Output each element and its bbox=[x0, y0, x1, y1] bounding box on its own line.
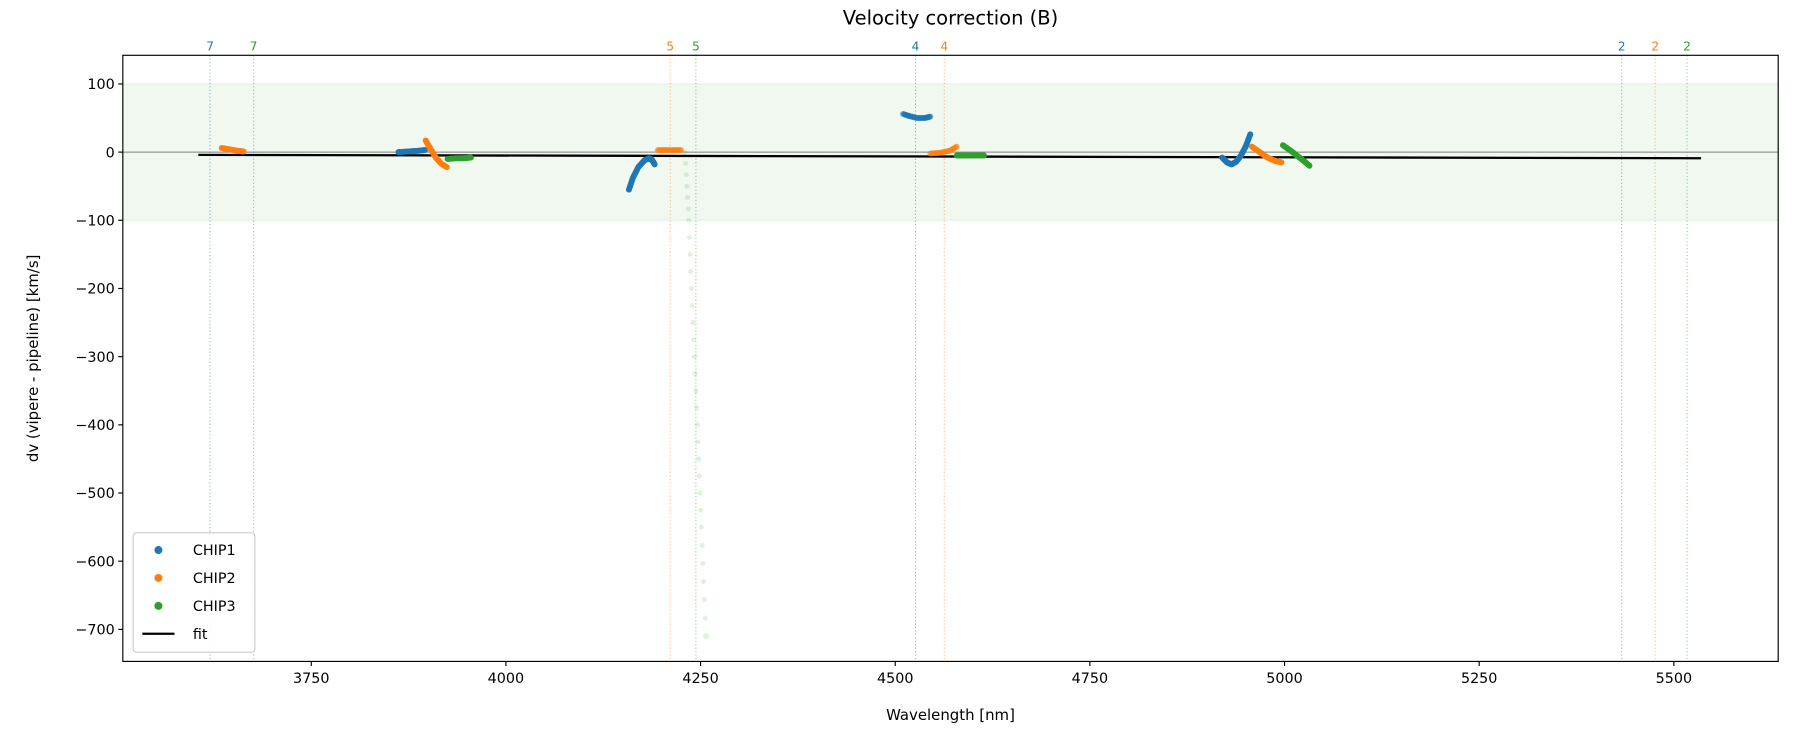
y-tick-label: −200 bbox=[75, 282, 114, 298]
data-point bbox=[981, 152, 987, 159]
legend-label: CHIP2 bbox=[193, 571, 236, 587]
order-marker-label: 4 bbox=[940, 40, 948, 54]
data-point bbox=[443, 164, 450, 171]
order-marker-label: 2 bbox=[1651, 40, 1659, 54]
data-point bbox=[693, 388, 699, 394]
data-point bbox=[696, 456, 702, 462]
data-point bbox=[683, 160, 689, 166]
y-tick-label: 0 bbox=[106, 145, 115, 161]
data-point bbox=[697, 490, 703, 496]
data-point bbox=[1306, 162, 1313, 169]
x-tick-label: 3750 bbox=[293, 671, 329, 687]
data-point bbox=[699, 542, 705, 548]
y-tick-label: −400 bbox=[75, 418, 114, 434]
legend-label: CHIP3 bbox=[193, 599, 236, 615]
data-point bbox=[688, 268, 694, 274]
order-marker-label: 7 bbox=[206, 40, 214, 54]
data-point bbox=[695, 439, 701, 445]
legend-marker-chip3 bbox=[154, 601, 163, 610]
series-chip3 bbox=[444, 142, 1313, 640]
chart-title: Velocity correction (B) bbox=[843, 6, 1058, 29]
data-point bbox=[696, 473, 702, 479]
data-point bbox=[702, 615, 708, 621]
series-chip1 bbox=[395, 110, 1254, 193]
data-point bbox=[687, 234, 693, 240]
data-point bbox=[240, 148, 247, 155]
plot-area bbox=[122, 55, 1779, 662]
legend-label: CHIP1 bbox=[193, 543, 236, 559]
data-point bbox=[682, 149, 688, 155]
data-point bbox=[689, 302, 695, 309]
data-point bbox=[701, 579, 707, 585]
data-point bbox=[685, 206, 691, 212]
y-tick-label: −500 bbox=[75, 486, 114, 502]
x-axis-label: Wavelength [nm] bbox=[886, 706, 1015, 724]
legend: CHIP1 CHIP2 CHIP3 fit bbox=[132, 532, 256, 653]
legend-box bbox=[132, 532, 256, 653]
data-point bbox=[953, 143, 960, 150]
x-tick-label: 4750 bbox=[1072, 671, 1108, 687]
data-point bbox=[690, 320, 696, 326]
order-marker-label: 7 bbox=[250, 40, 258, 54]
order-marker-label: 5 bbox=[692, 40, 700, 54]
x-tick-label: 5500 bbox=[1656, 671, 1692, 687]
data-point bbox=[927, 113, 934, 120]
data-point bbox=[686, 217, 692, 223]
data-point bbox=[651, 161, 658, 168]
y-tick-label: −600 bbox=[75, 554, 114, 570]
order-marker-label: 2 bbox=[1683, 40, 1691, 54]
x-tick-label: 5250 bbox=[1461, 671, 1497, 687]
data-point bbox=[687, 251, 693, 257]
data-point bbox=[694, 405, 700, 411]
fit-line bbox=[198, 153, 1702, 160]
data-point bbox=[698, 524, 704, 530]
data-point bbox=[698, 507, 704, 513]
y-tick-label: 100 bbox=[87, 77, 114, 93]
data-point bbox=[421, 147, 428, 154]
data-point bbox=[692, 371, 698, 377]
data-point bbox=[684, 183, 690, 189]
legend-marker-chip1 bbox=[154, 546, 163, 555]
data-point bbox=[694, 422, 700, 428]
data-point bbox=[691, 337, 697, 343]
legend-label: fit bbox=[193, 627, 208, 643]
y-tick-label: −100 bbox=[75, 213, 114, 229]
data-point bbox=[691, 354, 697, 360]
data-point bbox=[683, 172, 689, 178]
data-point bbox=[1278, 159, 1285, 166]
data-point bbox=[701, 597, 707, 603]
axes-frame bbox=[122, 54, 1779, 662]
y-tick-label: −300 bbox=[75, 350, 114, 366]
data-point bbox=[1247, 131, 1254, 138]
data-point bbox=[685, 195, 691, 201]
x-tick-label: 4500 bbox=[877, 671, 913, 687]
y-axis-label: dv (vipere - pipeline) [km/s] bbox=[24, 255, 42, 463]
data-point bbox=[678, 147, 685, 154]
x-tick-label: 4250 bbox=[682, 671, 718, 687]
x-tick-label: 4000 bbox=[488, 671, 524, 687]
y-tick-label: −700 bbox=[75, 623, 114, 639]
order-marker-label: 4 bbox=[912, 40, 920, 54]
data-point bbox=[688, 285, 695, 291]
data-point bbox=[700, 560, 706, 566]
legend-marker-chip2 bbox=[154, 573, 163, 582]
x-tick-label: 5000 bbox=[1266, 671, 1302, 687]
data-point bbox=[467, 154, 474, 161]
order-marker-label: 5 bbox=[666, 40, 674, 54]
order-marker-label: 2 bbox=[1618, 40, 1626, 54]
series-chip2 bbox=[218, 137, 1285, 171]
data-point bbox=[703, 633, 710, 640]
